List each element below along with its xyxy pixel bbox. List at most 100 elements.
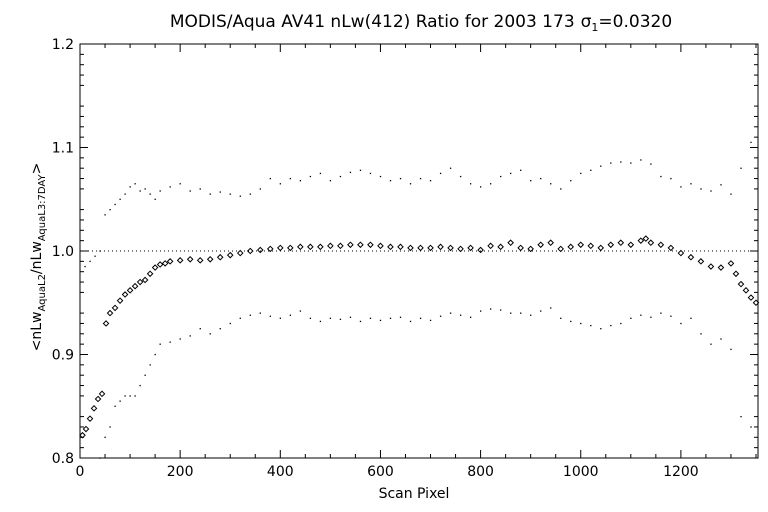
ratio-point xyxy=(732,270,740,278)
ratio-point xyxy=(206,255,214,263)
lower-bound-point xyxy=(119,400,121,402)
ratio-point xyxy=(667,244,675,252)
ratio-point xyxy=(79,431,86,439)
ratio-point xyxy=(116,297,124,304)
ratio-point xyxy=(547,239,555,247)
lower-bound-point xyxy=(720,338,722,340)
x-tick-label: 200 xyxy=(167,464,194,480)
y-tick-label: 1.0 xyxy=(52,244,74,260)
lower-bound-point xyxy=(154,353,156,356)
upper-bound-point xyxy=(439,172,442,175)
lower-bound-point xyxy=(124,395,126,397)
y-label-part-3: > xyxy=(29,163,45,175)
upper-bound-point xyxy=(129,186,131,188)
upper-bound-point xyxy=(139,190,141,192)
ratio-point xyxy=(337,242,344,250)
lower-bound-point xyxy=(459,314,462,316)
ratio-point xyxy=(717,264,725,271)
lower-bound-point xyxy=(159,343,161,345)
ratio-point xyxy=(126,287,134,294)
lower-bound-point xyxy=(179,338,181,340)
y-tick-label: 1.2 xyxy=(52,37,74,53)
ratio-point xyxy=(707,263,715,270)
axes: 0 200 400 600 800 1000 1200 0.8 0.9 1.0 1.1 1.2 xyxy=(52,37,759,480)
lower-bound-point xyxy=(319,320,322,323)
ratio-point xyxy=(226,251,234,259)
upper-bound-point xyxy=(600,165,602,167)
upper-bound-point xyxy=(660,175,662,178)
ratio-point xyxy=(176,257,184,264)
ratio-point xyxy=(597,244,605,252)
upper-bound-point xyxy=(289,177,292,180)
y-tick-label: 1.1 xyxy=(52,141,74,157)
y-label-sub-1: AquaL2 xyxy=(37,274,48,311)
lower-bound-point xyxy=(540,310,542,312)
lower-bound-point xyxy=(399,316,402,318)
upper-bound-point xyxy=(239,195,241,197)
x-axis-label: Scan Pixel xyxy=(379,486,450,502)
ratio-point xyxy=(537,241,544,249)
upper-bound-point xyxy=(650,163,652,165)
lower-bound-point xyxy=(379,319,382,322)
ratio-point xyxy=(407,244,414,252)
upper-bound-point xyxy=(369,172,372,175)
upper-bound-point xyxy=(339,175,342,178)
x-tick-label: 800 xyxy=(467,464,494,480)
y-label-sub-2: AquaL3:7DAY xyxy=(37,173,48,241)
upper-bound-point xyxy=(179,183,181,185)
ratio-point xyxy=(567,243,575,251)
ratio-point xyxy=(727,260,735,267)
upper-bound-point xyxy=(94,255,96,257)
ratio-point xyxy=(657,241,665,249)
sigma-symbol: σ xyxy=(581,12,592,32)
lower-bound-point xyxy=(700,333,702,335)
y-label-part-1: <nLw xyxy=(29,311,45,351)
ratio-point xyxy=(477,246,484,254)
y-tick-label: 0.8 xyxy=(52,451,74,467)
ratio-point xyxy=(327,242,334,250)
upper-bound-point xyxy=(469,183,472,185)
upper-bound-point xyxy=(379,175,382,178)
ratio-point xyxy=(121,291,129,298)
lower-bound-point xyxy=(229,322,231,325)
ratio-point xyxy=(607,241,615,249)
lower-bound-point xyxy=(289,314,292,316)
lower-bound-point xyxy=(349,316,352,318)
upper-bound-point xyxy=(134,183,136,185)
upper-bound-point xyxy=(104,214,106,216)
upper-bound-point xyxy=(349,171,352,174)
lower-bound-point xyxy=(169,341,171,343)
ratio-point xyxy=(266,245,274,253)
ratio-point xyxy=(307,243,314,251)
upper-bound-point xyxy=(409,183,412,185)
ratio-point xyxy=(387,243,394,251)
x-tick-label: 400 xyxy=(267,464,294,480)
ratio-point xyxy=(90,405,98,412)
ratio-point xyxy=(737,280,745,288)
upper-bound-point xyxy=(114,203,116,206)
ratio-point xyxy=(637,237,645,244)
lower-bound-point xyxy=(600,328,602,330)
ratio-point xyxy=(557,245,565,253)
sigma-subscript: 1 xyxy=(591,21,598,34)
upper-bound-point xyxy=(199,188,201,190)
lower-bound-point xyxy=(279,317,281,319)
ratio-point xyxy=(507,239,514,247)
ratio-point xyxy=(577,241,585,249)
upper-bound-point xyxy=(149,193,151,195)
ratio-point xyxy=(742,287,750,294)
upper-bound-point xyxy=(750,141,752,144)
ratio-point xyxy=(487,242,494,250)
lower-bound-point xyxy=(510,312,512,314)
ratio-point xyxy=(297,243,304,251)
lower-bound-point xyxy=(104,436,106,438)
ratio-point xyxy=(186,255,194,263)
upper-bound-point xyxy=(560,188,562,190)
upper-bound-point xyxy=(720,184,722,186)
ratio-point xyxy=(111,304,119,312)
lower-bound-point xyxy=(259,312,261,314)
upper-bound-point xyxy=(124,193,126,195)
lower-bound-point xyxy=(209,333,211,335)
ratio-point xyxy=(357,241,364,249)
